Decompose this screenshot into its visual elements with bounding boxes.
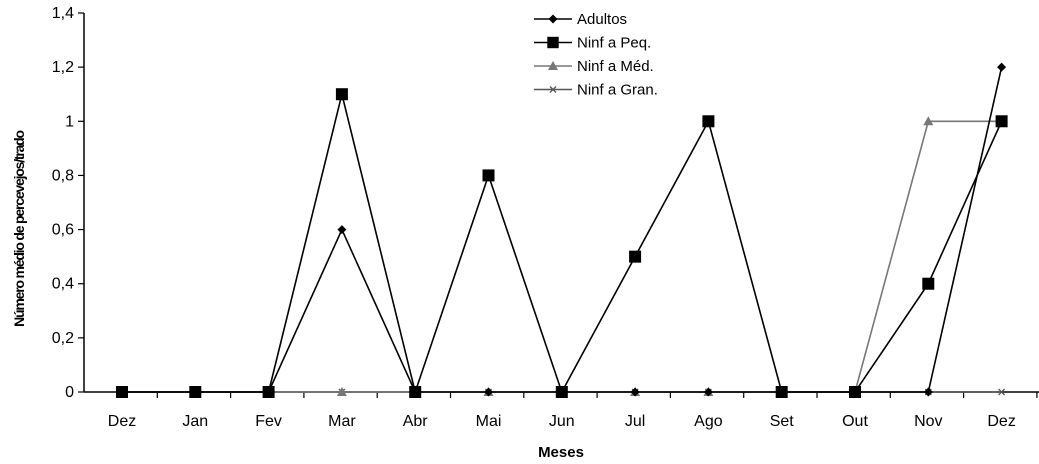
x-tick-label: Mai — [476, 413, 502, 430]
legend-item: Ninf a Gran. — [534, 82, 658, 99]
legend-item: Ninf a Peq. — [534, 35, 651, 52]
x-tick-label: Fev — [255, 413, 282, 430]
x-tick-label: Mar — [328, 413, 356, 430]
x-tick-label: Set — [770, 413, 795, 430]
axes: 0 0,2 0,4 0,6 0,8 1 1,2 1,4 Dez Jan Fev Mar Abr Mai Ju… — [52, 5, 1039, 430]
diamond-marker — [548, 14, 558, 24]
series-ninf-a-m-d- — [117, 116, 1007, 396]
legend-item: Ninf a Méd. — [534, 58, 654, 75]
diamond-marker — [630, 387, 640, 397]
triangle-marker — [548, 61, 558, 70]
y-tick-label: 1 — [65, 113, 74, 130]
square-marker — [409, 386, 422, 398]
square-marker — [555, 386, 568, 398]
series-adultos — [117, 62, 1007, 397]
legend-item: Adultos — [534, 11, 627, 28]
y-tick-label: 0 — [65, 384, 74, 401]
diamond-marker — [337, 225, 347, 235]
x-tick-label: Dez — [987, 413, 1015, 430]
x-tick-label: Ago — [694, 413, 723, 430]
diamond-marker — [703, 387, 713, 397]
square-marker — [629, 250, 642, 263]
y-tick-label: 0,2 — [52, 330, 74, 347]
y-tick-label: 0,4 — [52, 276, 74, 293]
x-tick-label: Jan — [182, 413, 208, 430]
legend-label: Adultos — [577, 11, 627, 28]
series-line — [122, 120, 1002, 393]
y-tick-label: 0,6 — [52, 222, 74, 239]
x-tick-label: Jul — [625, 413, 645, 430]
x-tick-label: Out — [842, 413, 868, 430]
square-marker — [922, 277, 935, 290]
square-marker — [995, 115, 1008, 128]
y-axis-title: Número médio de percevejos/trado — [11, 130, 27, 326]
x-tick-label: Jun — [549, 413, 575, 430]
y-tick-label: 1,4 — [52, 5, 74, 22]
series-line — [122, 66, 1003, 393]
x-tick-label: Abr — [403, 413, 429, 430]
x-marker — [549, 86, 557, 93]
y-tick-label: 1,2 — [52, 59, 74, 76]
legend-label: Ninf a Méd. — [577, 58, 654, 75]
diamond-marker — [923, 387, 933, 397]
diamond-marker — [484, 387, 493, 397]
legend-label: Ninf a Peq. — [577, 35, 651, 52]
triangle-marker — [923, 116, 934, 126]
x-tick-label: Dez — [108, 413, 136, 430]
series-ninf-a-peq- — [116, 88, 1008, 398]
triangle-marker — [336, 387, 347, 396]
square-marker — [189, 386, 202, 398]
y-tick-label: 0,8 — [52, 167, 74, 184]
legend: Adultos Ninf a Peq. Ninf a Méd. Ninf a Gran… — [534, 11, 658, 99]
x-tick-label: Nov — [914, 413, 942, 430]
square-marker — [547, 36, 559, 49]
square-marker — [702, 115, 715, 128]
x-axis-title: Meses — [538, 444, 584, 459]
series-line — [122, 94, 1003, 395]
square-marker — [849, 386, 861, 398]
series-layer — [116, 62, 1008, 398]
square-marker — [116, 386, 128, 398]
x-marker — [998, 388, 1006, 396]
square-marker — [482, 169, 495, 182]
diamond-marker — [997, 62, 1007, 72]
square-marker — [775, 386, 788, 398]
square-marker — [262, 386, 275, 398]
square-marker — [335, 88, 348, 101]
legend-label: Ninf a Gran. — [577, 82, 658, 99]
